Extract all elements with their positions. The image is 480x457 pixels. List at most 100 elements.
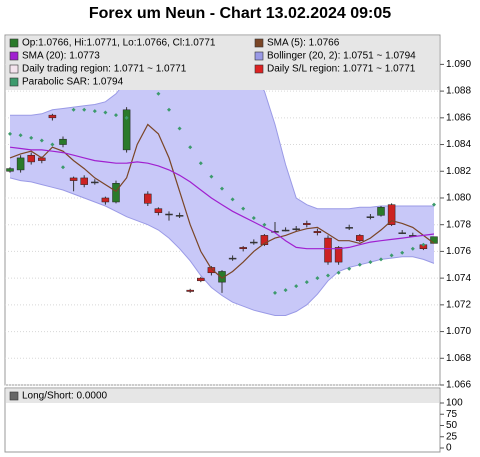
y-tick-label: 1.066 [446, 380, 471, 391]
sar-dot [421, 242, 426, 247]
y-tick-label: 0 [446, 443, 452, 454]
candle-body [313, 231, 322, 233]
y-tick-label: 50 [446, 420, 458, 431]
candle-body [250, 241, 258, 244]
candle-body [239, 247, 247, 249]
sma-line [9, 146, 435, 250]
y-tick-label: 1.084 [446, 139, 471, 150]
legend-label: Parabolic SAR: 1.0794 [22, 77, 124, 88]
sar-dot [315, 276, 320, 281]
candle-body [356, 235, 364, 241]
bollinger-lower [9, 177, 435, 316]
legend-swatch [9, 64, 19, 74]
candle-body [260, 235, 269, 245]
candle-body [281, 229, 290, 232]
y-tick-label: 25 [446, 431, 458, 442]
sar-dot [50, 142, 55, 147]
legend-swatch [254, 38, 264, 48]
sar-dot [283, 288, 288, 293]
y-tick-label: 1.078 [446, 219, 471, 230]
candle-body [303, 223, 311, 225]
candle-body [80, 177, 88, 185]
sma-line [9, 123, 435, 279]
sar-dot [103, 110, 108, 115]
y-tick-label: 1.074 [446, 273, 471, 284]
legend-label: Daily trading region: 1.0771 ~ 1.0771 [22, 64, 187, 75]
legend-swatch [9, 51, 19, 61]
candle-body [218, 271, 226, 283]
y-tick-label: 75 [446, 409, 458, 420]
sar-dot [336, 270, 341, 275]
candle-body [154, 208, 163, 213]
candle-body [292, 228, 300, 230]
candle-body [366, 216, 375, 218]
sar-dot [347, 266, 352, 271]
candle-body [324, 237, 332, 263]
sar-dot [262, 222, 267, 227]
candle-body [69, 177, 78, 181]
sar-dot [71, 107, 76, 112]
candle-body [377, 207, 385, 216]
sar-dot [39, 138, 44, 143]
sar-dot [326, 273, 330, 278]
y-tick-label: 1.070 [446, 326, 471, 337]
candle-body [27, 154, 35, 163]
sar-dot [432, 202, 436, 207]
sar-dot [357, 262, 362, 267]
candle-body [59, 138, 67, 145]
y-tick-label: 1.068 [446, 353, 471, 364]
sar-dot [379, 257, 383, 262]
candle-body [228, 257, 237, 260]
candle-body [91, 181, 99, 184]
sar-dot [304, 280, 309, 285]
sar-dot [251, 216, 256, 221]
y-tick-label: 100 [446, 398, 463, 409]
y-tick-label: 1.082 [446, 166, 471, 177]
legend-swatch [254, 51, 264, 61]
sar-dot [294, 284, 299, 289]
sar-dot [8, 131, 12, 136]
sar-dot [273, 290, 277, 295]
y-tick-label: 1.072 [446, 299, 471, 310]
sar-dot [209, 174, 214, 179]
sar-dot [29, 135, 34, 140]
candle-body [101, 197, 110, 203]
legend-swatch [9, 77, 19, 87]
sar-dot [368, 260, 373, 265]
sar-dot [82, 107, 87, 112]
y-tick-label: 1.076 [446, 246, 471, 257]
sar-dot [92, 109, 97, 114]
candle-body [345, 227, 353, 229]
candle-body [144, 193, 152, 204]
candle-body [430, 236, 438, 244]
legend-label: SMA (5): 1.0766 [267, 38, 340, 49]
candle-body [186, 289, 194, 292]
y-tick-label: 1.080 [446, 193, 471, 204]
candle-body [6, 168, 14, 172]
sar-dot [188, 145, 193, 150]
legend-label: Bollinger (20, 2): 1.0751 ~ 1.0794 [267, 51, 416, 62]
candle-body [398, 232, 406, 234]
y-tick-label: 1.086 [446, 112, 471, 123]
candle-body [122, 109, 131, 151]
sar-dot [61, 165, 65, 170]
legend-swatch [254, 64, 264, 74]
sar-dot [241, 206, 246, 211]
legend-swatch [9, 391, 19, 401]
candle-body [48, 114, 57, 119]
sar-dot [230, 197, 235, 202]
candle-body [175, 215, 184, 217]
sar-dot [167, 107, 171, 112]
y-tick-label: 1.090 [446, 59, 471, 70]
candle-body [334, 247, 343, 263]
sar-dot [156, 91, 161, 96]
candle-body [16, 157, 25, 171]
legend-label: SMA (20): 1.0773 [22, 51, 100, 62]
candle-body [197, 277, 205, 282]
sar-dot [198, 161, 203, 166]
sar-dot [220, 186, 224, 191]
y-tick-label: 1.088 [446, 86, 471, 97]
candle-body [165, 213, 173, 216]
candle-body [387, 204, 396, 225]
